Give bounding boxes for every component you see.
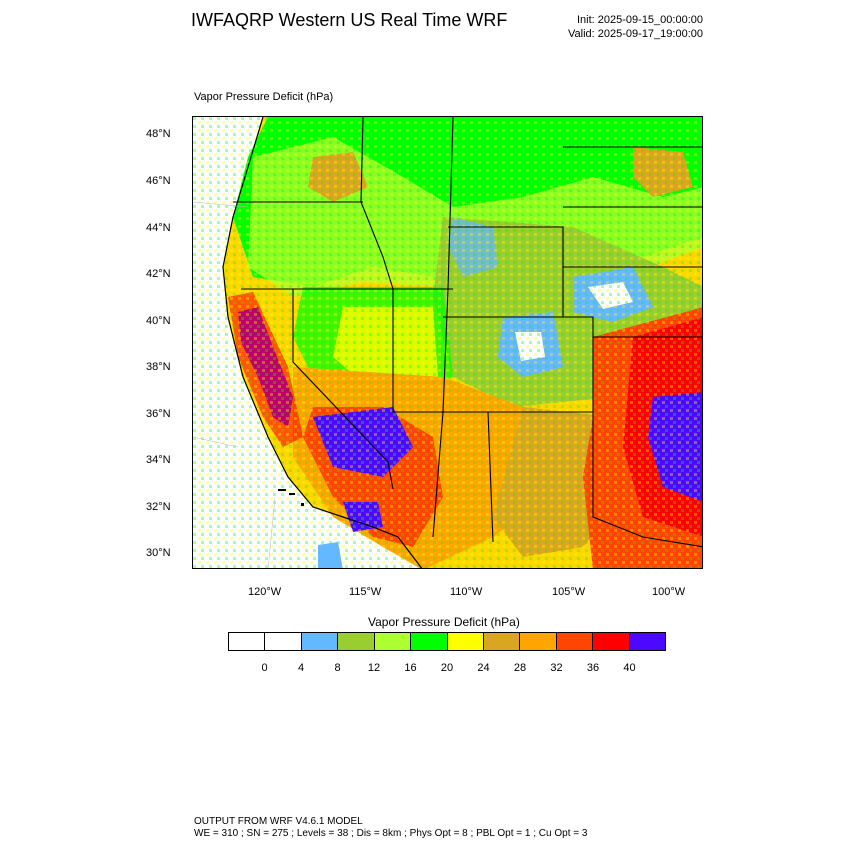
colorbar-tick-24: 24 bbox=[477, 662, 490, 674]
lat-label-40: 40°N bbox=[146, 315, 171, 327]
lat-label-30: 30°N bbox=[146, 547, 171, 559]
colorbar-cell-6 bbox=[447, 633, 484, 650]
field-label: Vapor Pressure Deficit (hPa) bbox=[194, 91, 334, 103]
blue-offshore bbox=[318, 542, 343, 568]
colorbar-cell-3 bbox=[338, 633, 375, 650]
lat-label-42: 42°N bbox=[146, 268, 171, 280]
colorbar-tick-0: 0 bbox=[261, 662, 268, 674]
lat-label-32: 32°N bbox=[146, 501, 171, 513]
lat-label-38: 38°N bbox=[146, 361, 171, 373]
lat-label-48: 48°N bbox=[146, 128, 171, 140]
colorbar bbox=[228, 632, 666, 651]
colorbar-cell-10 bbox=[593, 633, 630, 650]
valid-time: Valid: 2025-09-17_19:00:00 bbox=[568, 28, 703, 40]
lon-label-110: 110°W bbox=[450, 586, 483, 598]
colorbar-tick-8: 8 bbox=[334, 662, 341, 674]
map-canvas bbox=[193, 117, 702, 568]
colorbar-tick-32: 32 bbox=[550, 662, 563, 674]
colorbar-cell-4 bbox=[374, 633, 412, 650]
colorbar-tick-12: 12 bbox=[367, 662, 381, 674]
graticule bbox=[193, 201, 276, 568]
colorbar-tick-40: 40 bbox=[623, 662, 636, 674]
colorbar-cell-8 bbox=[520, 633, 557, 650]
colorbar-cell-0 bbox=[229, 633, 266, 650]
colorbar-tick-4: 4 bbox=[297, 662, 305, 674]
init-time: Init: 2025-09-15_00:00:00 bbox=[577, 14, 703, 26]
colorbar-cell-7 bbox=[483, 633, 521, 650]
lat-label-44: 44°N bbox=[146, 222, 171, 234]
colorbar-cell-2 bbox=[301, 633, 339, 650]
state-borders bbox=[233, 117, 702, 548]
lat-label-34: 34°N bbox=[146, 454, 171, 466]
lat-label-36: 36°N bbox=[146, 408, 171, 420]
colorbar-tick-28: 28 bbox=[513, 662, 527, 674]
vpd-map bbox=[192, 116, 703, 569]
colorbar-cell-1 bbox=[265, 633, 302, 650]
coastline bbox=[222, 117, 423, 568]
footer-model: OUTPUT FROM WRF V4.6.1 MODEL bbox=[194, 816, 363, 827]
lon-label-105: 105°W bbox=[552, 586, 586, 598]
channel-islands bbox=[278, 489, 304, 506]
lat-label-46: 46°N bbox=[146, 175, 171, 187]
colorbar-tick-16: 16 bbox=[404, 662, 417, 674]
colorbar-tick-36: 36 bbox=[586, 662, 600, 674]
lon-label-100: 100°W bbox=[652, 586, 686, 598]
colorbar-title: Vapor Pressure Deficit (hPa) bbox=[368, 615, 520, 629]
footer-config: WE = 310 ; SN = 275 ; Levels = 38 ; Dis … bbox=[194, 828, 588, 839]
colorbar-cell-11 bbox=[629, 633, 666, 650]
lon-label-120: 120°W bbox=[248, 586, 282, 598]
chart-title: IWFAQRP Western US Real Time WRF bbox=[191, 10, 508, 30]
colorbar-cell-5 bbox=[411, 633, 448, 650]
colorbar-cell-9 bbox=[556, 633, 594, 650]
colorbar-tick-20: 20 bbox=[440, 662, 454, 674]
texture-overlay bbox=[193, 117, 702, 568]
lon-label-115: 115°W bbox=[349, 586, 382, 598]
